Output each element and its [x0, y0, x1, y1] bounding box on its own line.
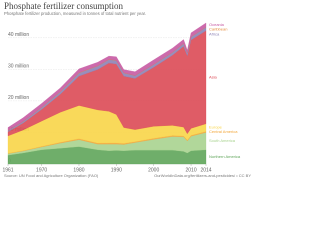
source: Source: UN Food and Agriculture Organiza… [4, 173, 99, 178]
x-tick-label: 1970 [36, 167, 47, 173]
legend-label: Central America [209, 129, 238, 134]
license: OurWorldInData.org/fertilizers-and-pesti… [154, 173, 251, 178]
legend-label: Northern America [209, 154, 241, 159]
area [7, 22, 207, 131]
legend-label: Oceania [209, 22, 225, 27]
legend-label: Caribbean [209, 27, 227, 32]
y-tick-label: 30 million [8, 64, 29, 70]
legend-label: Europe [209, 125, 223, 130]
legend-label: Asia [209, 74, 218, 79]
y-tick-label: 20 million [8, 95, 29, 101]
x-tick-label: 2010 [185, 167, 196, 173]
y-tick-label: 40 million [8, 32, 29, 38]
legend-label: South America [209, 138, 236, 143]
chart-title: Phosphate fertilizer consumption [4, 1, 123, 11]
chart: Phosphate fertilizer consumption Phospha… [2, 1, 251, 178]
x-tick-label: 1980 [73, 167, 84, 173]
legend-label: Africa [209, 31, 220, 36]
chart-subtitle: Phosphate fertilizer production, measure… [4, 11, 146, 16]
x-tick-label: 1990 [111, 167, 122, 173]
x-tick-label: 2014 [200, 167, 211, 173]
x-tick-label: 1961 [2, 167, 13, 173]
x-tick-label: 2000 [148, 167, 159, 173]
